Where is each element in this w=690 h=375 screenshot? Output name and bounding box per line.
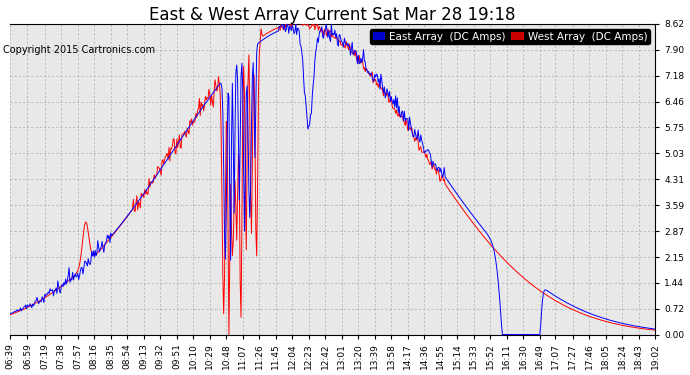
Title: East & West Array Current Sat Mar 28 19:18: East & West Array Current Sat Mar 28 19:… bbox=[150, 6, 516, 24]
Text: Copyright 2015 Cartronics.com: Copyright 2015 Cartronics.com bbox=[3, 45, 155, 55]
Legend: East Array  (DC Amps), West Array  (DC Amps): East Array (DC Amps), West Array (DC Amp… bbox=[371, 29, 650, 44]
